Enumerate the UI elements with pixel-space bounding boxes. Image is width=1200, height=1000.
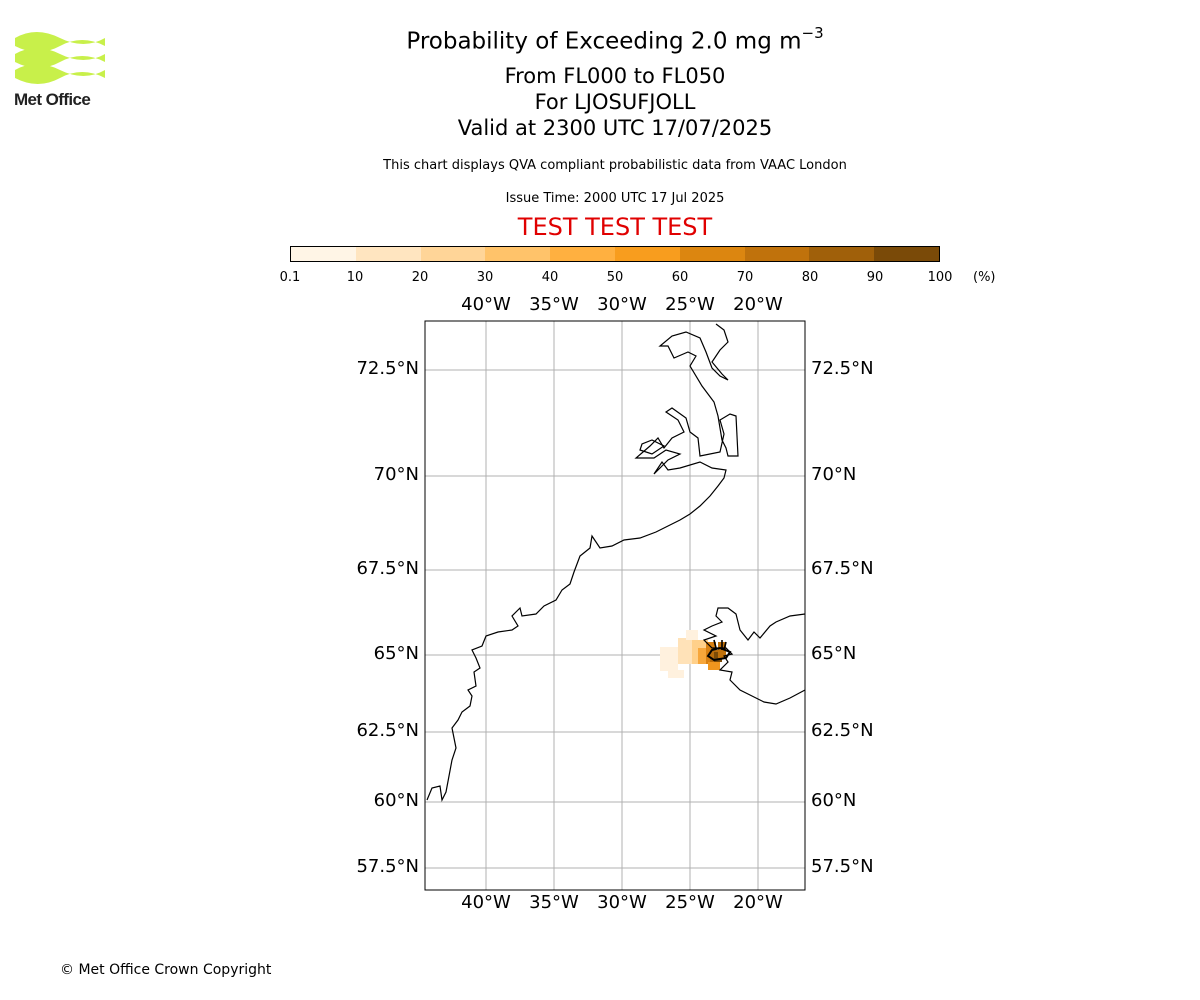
volcano-marker — [713, 639, 727, 651]
latitude-label-right: 65°N — [811, 643, 857, 664]
latitude-label-left: 62.5°N — [356, 720, 419, 741]
longitude-label-bottom: 35°W — [529, 892, 579, 913]
map-gridlines — [425, 321, 805, 890]
iceland-coast — [702, 607, 806, 705]
colorbar-segment — [291, 247, 356, 261]
colorbar-tick-label: 80 — [801, 270, 819, 285]
ash-probability-plume — [660, 630, 726, 678]
latitude-label-left: 72.5°N — [356, 358, 419, 379]
colorbar-tick-label: 90 — [866, 270, 884, 285]
longitude-label-top: 25°W — [665, 294, 715, 315]
iceland-west — [706, 646, 732, 662]
latitude-label-left: 65°N — [373, 643, 419, 664]
longitude-label-top: 35°W — [529, 294, 579, 315]
latitude-label-left: 57.5°N — [356, 856, 419, 877]
greenland-inlet — [639, 439, 666, 455]
plume-cell — [708, 662, 720, 670]
colorbar-segment — [550, 247, 615, 261]
colorbar-segment — [355, 247, 421, 261]
longitude-label-bottom: 40°W — [461, 892, 511, 913]
plume-cell — [678, 638, 696, 664]
longitude-label-bottom: 25°W — [665, 892, 715, 913]
flight-level-subtitle: From FL000 to FL050 — [504, 64, 726, 88]
plume-cell — [660, 647, 678, 671]
colorbar-segment — [809, 247, 875, 261]
colorbar-segment — [485, 247, 551, 261]
logo-text: Met Office — [14, 90, 91, 109]
colorbar-segment — [874, 247, 939, 261]
latitude-label-right: 70°N — [811, 464, 857, 485]
location-subtitle: For LJOSUFJOLL — [534, 90, 696, 114]
issue-time: Issue Time: 2000 UTC 17 Jul 2025 — [505, 191, 725, 206]
colorbar-tick-label: 100 — [927, 270, 953, 285]
latitude-label-right: 67.5°N — [811, 558, 874, 579]
colorbar-tick-label: 0.1 — [279, 270, 301, 285]
colorbar-unit: (%) — [973, 270, 996, 285]
latitude-label-right: 60°N — [811, 790, 857, 811]
longitude-label-top: 40°W — [461, 294, 511, 315]
colorbar-segment — [420, 247, 486, 261]
plume-cell — [686, 630, 698, 640]
valid-time-subtitle: Valid at 2300 UTC 17/07/2025 — [457, 116, 773, 140]
colorbar-tick-label: 40 — [541, 270, 559, 285]
longitude-label-bottom: 20°W — [733, 892, 783, 913]
map-frame — [424, 320, 806, 891]
probability-colorbar — [290, 246, 940, 262]
colorbar-tick-label: 50 — [606, 270, 624, 285]
colorbar-segment — [744, 247, 810, 261]
latitude-label-right: 72.5°N — [811, 358, 874, 379]
coastlines — [426, 323, 806, 802]
test-banner: TEST TEST TEST — [517, 213, 713, 241]
longitude-label-bottom: 30°W — [597, 892, 647, 913]
colorbar-tick-label: 10 — [346, 270, 364, 285]
latitude-label-left: 60°N — [373, 790, 419, 811]
latitude-label-right: 57.5°N — [811, 856, 874, 877]
colorbar-tick-label: 60 — [671, 270, 689, 285]
plume-cell — [668, 670, 684, 678]
colorbar-tick-label: 70 — [736, 270, 754, 285]
qva-note: This chart displays QVA compliant probab… — [383, 158, 847, 173]
colorbar-segment — [614, 247, 680, 261]
colorbar-segment — [679, 247, 745, 261]
colorbar-tick-label: 30 — [476, 270, 494, 285]
chart-title: Probability of Exceeding 2.0 mg m−3 — [406, 24, 824, 55]
latitude-label-left: 67.5°N — [356, 558, 419, 579]
latitude-label-left: 70°N — [373, 464, 419, 485]
longitude-label-top: 30°W — [597, 294, 647, 315]
greenland-coast — [426, 323, 739, 802]
latitude-label-right: 62.5°N — [811, 720, 874, 741]
copyright-footer: © Met Office Crown Copyright — [60, 962, 272, 978]
met-office-logo — [15, 32, 105, 84]
title-superscript: −3 — [801, 24, 824, 42]
longitude-label-top: 20°W — [733, 294, 783, 315]
colorbar-tick-label: 20 — [411, 270, 429, 285]
